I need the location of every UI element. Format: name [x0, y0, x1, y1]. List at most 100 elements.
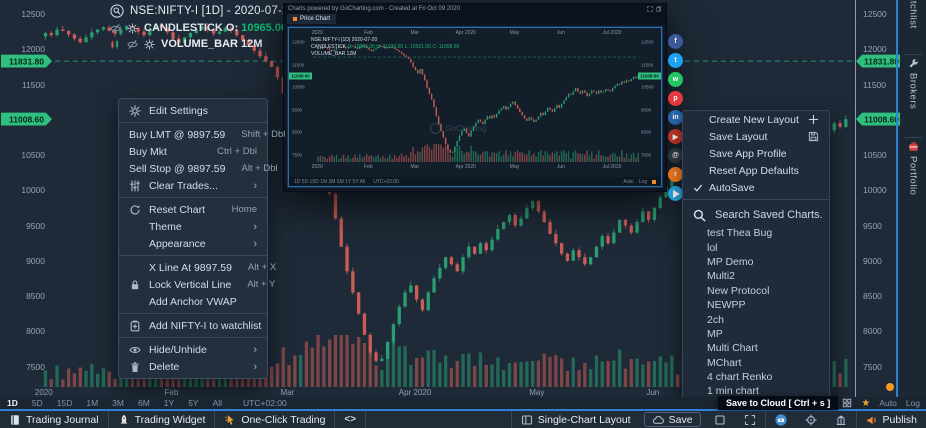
search-saved-charts-input[interactable] [713, 208, 827, 222]
layout-menu-item[interactable]: Save Layout [683, 128, 829, 145]
lock-icon [129, 279, 149, 291]
code-button[interactable]: <> [344, 413, 357, 425]
timeframe-1y[interactable]: 1Y [163, 398, 175, 408]
expand-icon[interactable] [647, 5, 653, 12]
price-tick: 8500 [641, 129, 652, 135]
star-icon[interactable]: ★ [861, 397, 871, 409]
eye-off-icon[interactable] [127, 39, 138, 50]
share-linkedin-button[interactable]: in [668, 110, 683, 125]
crosshair-button[interactable] [796, 411, 826, 428]
context-menu-item[interactable]: Hide/Unhide › [119, 341, 267, 358]
saved-chart-item[interactable]: 1 min chart [707, 385, 759, 398]
gear-icon[interactable] [127, 22, 138, 34]
timezone-selector[interactable]: UTC+02:00 [243, 398, 287, 408]
month-label: May [509, 30, 520, 36]
price-tick: 12500 [641, 39, 654, 45]
single-chart-layout-button[interactable]: Single-Chart Layout [512, 411, 640, 428]
saved-chart-item[interactable]: test Thea Bug [707, 227, 773, 240]
right-price-axis[interactable]: 12500 12000 11500 10500 10000 9500 9000 8500 800… [855, 0, 907, 397]
tab-price-chart[interactable]: Price Chart [287, 14, 337, 24]
context-menu-item[interactable]: Add Anchor VWAP [149, 295, 237, 308]
share-pinterest-button[interactable]: p [668, 91, 683, 106]
gear-icon[interactable] [144, 38, 155, 50]
timeframe-3m[interactable]: 3M [112, 398, 124, 408]
price-badge: 11008.60 [856, 112, 907, 126]
saved-chart-item[interactable]: 2ch [707, 313, 724, 326]
saved-chart-item[interactable]: MP [707, 327, 723, 340]
price-tick: 10500 [21, 150, 45, 160]
publish-button[interactable]: Publish [857, 411, 926, 428]
timeframe-5d[interactable]: 5D [31, 398, 43, 408]
share-twitter-button[interactable]: t [668, 53, 683, 68]
share-email-button[interactable]: @ [668, 148, 683, 163]
grid-icon[interactable] [842, 398, 852, 408]
layout-menu-item[interactable]: Reset App Defaults [709, 164, 799, 177]
timeframe-1m[interactable]: 1M [86, 398, 99, 408]
side-tab-watchlist[interactable]: Watchlist [907, 0, 919, 29]
price-badge: 11008.60 [1, 112, 52, 126]
zoom-circle-icon[interactable] [110, 4, 124, 18]
context-menu-item[interactable]: Theme › [149, 220, 257, 233]
square-button[interactable] [705, 411, 735, 428]
left-price-axis[interactable]: 12500 12000 11500 10500 10000 9500 9000 8500 800… [0, 0, 52, 397]
share-facebook-button[interactable]: f [668, 34, 683, 49]
layout-menu-item[interactable]: Save App Profile [709, 147, 787, 160]
saved-chart-item[interactable]: MChart [707, 356, 742, 369]
price-tick: 10500 [641, 84, 654, 90]
price-tick: 8000 [863, 326, 882, 337]
expand-button[interactable] [735, 411, 765, 428]
timeframe-6m[interactable]: 6M [137, 398, 150, 408]
floppy-icon [808, 131, 819, 142]
trading-journal-button[interactable]: Trading Journal [0, 411, 108, 428]
bank-button[interactable] [826, 411, 856, 428]
context-menu-item[interactable]: Reset Chart Home [119, 201, 267, 218]
camera-button[interactable] [766, 411, 796, 428]
timeframe-5y[interactable]: 5Y [188, 398, 199, 408]
layout-menu-item[interactable]: AutoSave [683, 179, 829, 196]
context-menu-item[interactable]: Appearance › [149, 237, 257, 250]
context-menu-item[interactable]: Sell Stop @ 9897.59 Alt + Dbl [129, 162, 278, 175]
context-menu-item[interactable]: Add NIFTY-I to watchlist [119, 317, 267, 334]
price-tick: 7500 [292, 152, 303, 157]
share-buttons: f t w p in ▶ @ r [668, 34, 683, 201]
month-label: Feb [364, 30, 373, 36]
timeframe-15d[interactable]: 15D [56, 398, 73, 408]
share-reddit-button[interactable]: r [668, 167, 683, 182]
saved-chart-item[interactable]: 4 chart Renko [707, 371, 773, 384]
layout-menu-item[interactable]: Create New Layout [683, 111, 829, 128]
save-button[interactable]: Save [643, 412, 701, 427]
saved-chart-item[interactable]: New Protocol [707, 284, 770, 297]
saved-chart-item[interactable]: lol [707, 241, 718, 254]
chart-frame-line [896, 0, 898, 409]
price-badge: 11008.60 [289, 72, 312, 80]
share-youtube-button[interactable]: ▶ [668, 129, 683, 144]
context-menu-item[interactable]: Lock Vertical Line Alt + Y [119, 276, 275, 293]
price-tick: 12500 [21, 9, 45, 19]
context-menu-item[interactable]: Buy LMT @ 9897.59 Shift + Dbl [129, 128, 286, 141]
rocket-icon [118, 414, 130, 426]
log-toggle[interactable]: Log [905, 398, 920, 408]
context-menu-item[interactable]: Edit Settings [119, 102, 267, 119]
eye-off-icon[interactable] [110, 23, 121, 34]
price-tick: 12000 [21, 44, 45, 55]
side-tab-brokers[interactable]: Brokers [900, 58, 926, 109]
context-menu-item[interactable]: Clear Trades... › [119, 177, 267, 194]
saved-chart-item[interactable]: MP Demo [707, 255, 754, 268]
gear-icon [129, 104, 149, 117]
saved-chart-item[interactable]: NEWPP [707, 299, 746, 312]
trading-widget-button[interactable]: Trading Widget [109, 411, 215, 428]
context-menu-item[interactable]: Buy Mkt Ctrl + Dbl [129, 145, 257, 158]
context-menu-item[interactable]: Delete › [119, 358, 267, 375]
share-whatsapp-button[interactable]: w [668, 72, 683, 87]
timeframe-all[interactable]: All [212, 398, 223, 408]
auto-toggle[interactable]: Auto [879, 398, 897, 408]
price-tick: 11500 [863, 79, 887, 90]
saved-chart-item[interactable]: Multi2 [707, 270, 736, 283]
share-telegram-button[interactable] [668, 186, 683, 201]
context-menu-item[interactable]: X Line At 9897.59 Alt + X [149, 261, 277, 274]
timeframe-1d[interactable]: 1D [7, 398, 18, 408]
one-click-trading-button[interactable]: One-Click Trading [215, 411, 334, 428]
saved-chart-item[interactable]: Multi Chart [707, 342, 758, 355]
copy-icon[interactable] [656, 5, 662, 12]
side-tab-portfolio[interactable]: Portfolio [900, 141, 926, 195]
